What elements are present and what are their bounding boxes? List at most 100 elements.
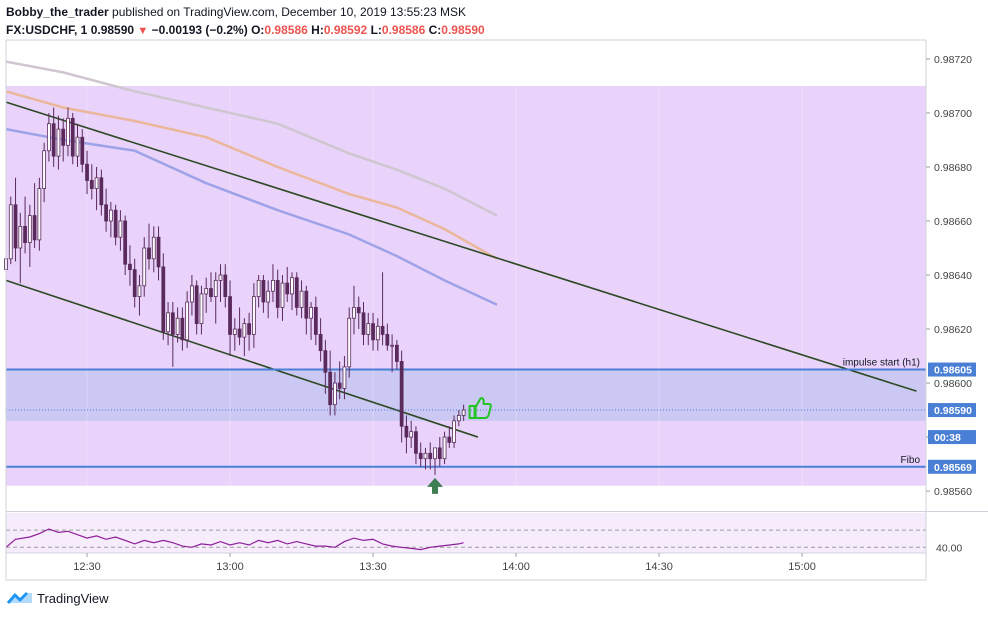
candle-body — [13, 204, 18, 249]
x-tick-label-1: 13:00 — [216, 561, 244, 573]
candle-body — [285, 282, 290, 295]
candle — [199, 285, 204, 335]
candle — [333, 372, 337, 416]
candle-body — [347, 317, 352, 368]
candle — [256, 275, 261, 308]
candle-body — [70, 117, 75, 157]
candle — [361, 302, 366, 346]
candle — [456, 410, 461, 427]
last-price: 0.98590 — [90, 23, 135, 37]
candle-body — [194, 285, 199, 325]
candle-body — [56, 128, 61, 157]
candle-body — [385, 334, 390, 346]
candle-body — [366, 323, 371, 335]
candle-body — [190, 285, 194, 303]
candle-body — [247, 323, 251, 335]
candle-body — [204, 288, 209, 295]
candle-body — [333, 382, 337, 406]
candle — [409, 420, 414, 448]
candle-body — [47, 123, 51, 152]
footer-brand-label: TradingView — [37, 590, 109, 606]
zone-1 — [6, 369, 926, 421]
candle-body — [218, 274, 223, 281]
candle — [166, 302, 170, 346]
price-tag-0 — [928, 362, 976, 377]
candle — [318, 318, 323, 362]
candle — [304, 285, 309, 335]
candle-body — [371, 323, 375, 341]
candle-body — [156, 236, 161, 268]
candle-body — [228, 296, 232, 335]
price-tag-label-3: 0.98569 — [934, 462, 972, 474]
x-tick-label-2: 13:30 — [359, 561, 387, 573]
candle — [242, 318, 247, 357]
candle-body — [99, 177, 104, 206]
low-value: 0.98586 — [381, 23, 426, 37]
candle-body — [456, 415, 461, 422]
candle — [27, 204, 32, 267]
candle-body — [199, 293, 204, 325]
candle — [113, 204, 118, 246]
author-name[interactable]: Bobby_the_trader — [6, 5, 109, 19]
candle-body — [66, 117, 70, 146]
candle — [366, 312, 371, 346]
candle-body — [409, 431, 414, 438]
y-tick-label-3: 0.98660 — [934, 216, 972, 228]
open-value: 0.98586 — [264, 23, 308, 37]
candle-body — [175, 317, 180, 335]
candle-body — [437, 447, 442, 460]
candle — [194, 280, 199, 335]
high-value: 0.98592 — [323, 23, 368, 37]
candle-body — [423, 452, 428, 460]
candle-body — [390, 344, 394, 347]
candle-body — [261, 280, 266, 303]
candle — [423, 447, 428, 470]
footer-brand[interactable]: TradingView — [7, 590, 109, 606]
candle — [313, 296, 318, 346]
publish-text: published on TradingView.com, December 1… — [112, 5, 467, 19]
candle — [70, 112, 75, 165]
open-label: O: — [251, 23, 265, 37]
candle — [42, 142, 47, 203]
trend-line-1 — [5, 279, 479, 438]
level-label-1: Fibo — [901, 455, 921, 466]
candle-body — [442, 436, 447, 460]
candle-body — [256, 280, 261, 298]
candle-body — [404, 425, 409, 438]
candle — [299, 280, 304, 319]
candle-body — [151, 236, 156, 260]
thumbs-up-icon — [468, 397, 492, 420]
candle-body — [32, 215, 37, 241]
candle — [266, 280, 271, 319]
candle-body — [251, 296, 256, 335]
price-change: −0.00193 (−0.2%) — [151, 23, 248, 37]
rsi-line — [5, 528, 464, 551]
candle-body — [323, 350, 328, 373]
candle — [156, 226, 161, 281]
candle — [390, 334, 394, 373]
down-arrow-icon: ▼ — [137, 25, 149, 37]
candle-body — [290, 277, 294, 295]
candle — [261, 275, 266, 313]
y-tick-label-5: 0.98620 — [934, 324, 972, 336]
y-tick-label-8: 0.98560 — [934, 486, 972, 498]
candle-body — [51, 123, 56, 157]
candle-body — [461, 409, 466, 416]
candle-body — [318, 334, 323, 352]
candle-body — [280, 282, 285, 308]
candle — [37, 177, 42, 251]
candle — [175, 307, 180, 343]
candle — [137, 275, 142, 316]
candle — [13, 177, 18, 262]
candle — [132, 258, 137, 308]
candle — [323, 339, 328, 394]
rsi-axis-label: 40.00 — [936, 542, 962, 554]
price-tag-label-0: 0.98605 — [934, 365, 972, 377]
candle — [80, 129, 85, 173]
trend-line-0 — [5, 101, 917, 392]
candle — [94, 166, 99, 211]
candle — [209, 272, 213, 303]
candle-body — [161, 266, 166, 333]
candle-body — [94, 177, 99, 189]
